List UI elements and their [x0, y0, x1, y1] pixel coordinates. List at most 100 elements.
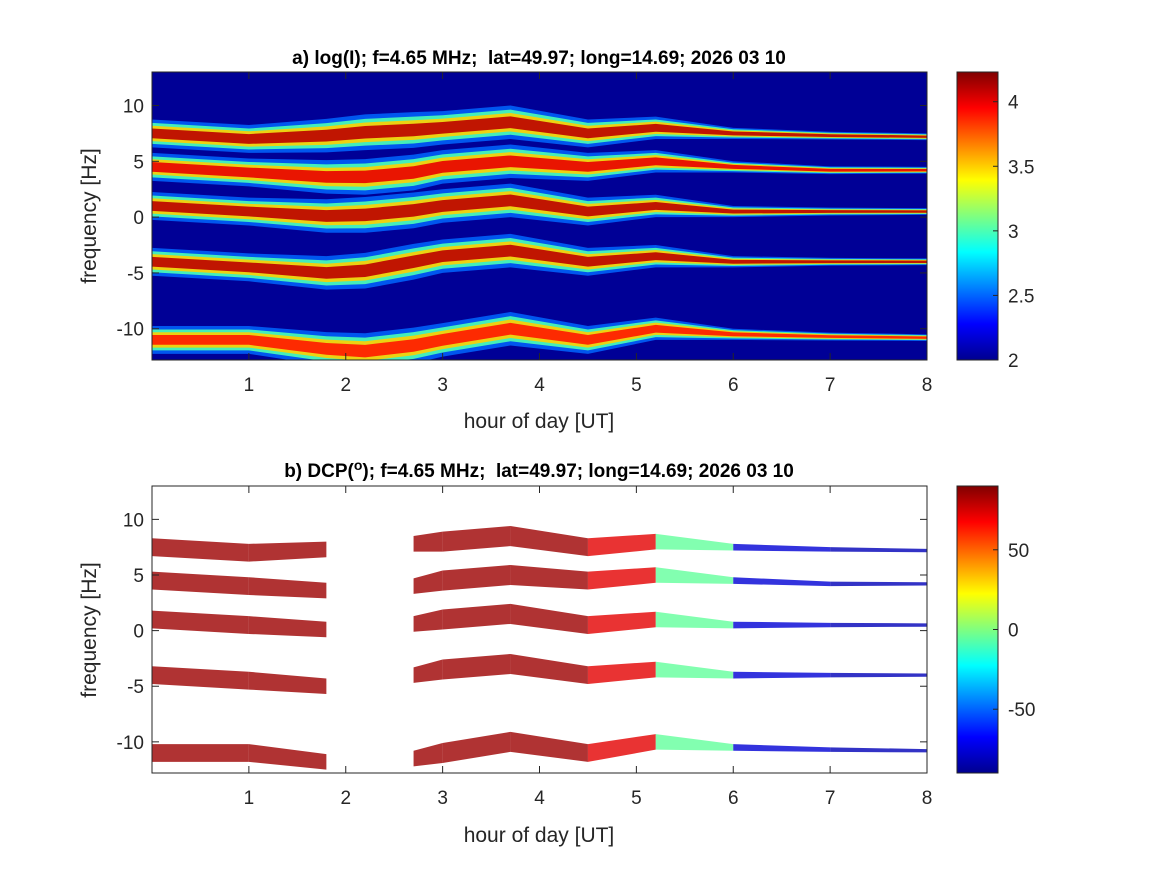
band-minus11hz-level-3 — [152, 322, 927, 358]
band-7hz-dcp-segment — [152, 538, 249, 562]
band-7hz-dcp-segment — [587, 533, 656, 557]
band-1hz-level-3 — [152, 194, 927, 222]
band-minus4hz-dcp-segment — [830, 672, 927, 678]
x-tick-label: 6 — [728, 788, 739, 809]
panel-b-title-prefix: b) DCP( — [284, 461, 354, 482]
band-minus4hz-dcp-segment — [587, 661, 656, 685]
panel-a-colorbar — [956, 71, 999, 361]
x-tick-label: 4 — [534, 375, 545, 396]
x-tick-label: 3 — [437, 788, 448, 809]
x-tick-label: 8 — [922, 375, 933, 396]
x-tick-label: 5 — [631, 375, 642, 396]
band-1hz-dcp-segment — [413, 609, 443, 632]
panel-b-colorbar — [956, 485, 999, 774]
y-tick-label: 5 — [133, 566, 144, 587]
band-minus4hz-dcp-segment — [248, 671, 327, 695]
y-tick-label: 5 — [133, 152, 144, 173]
panel-b-ylabel: frequency [Hz] — [78, 562, 101, 697]
band-minus4hz-level-3 — [152, 244, 927, 279]
panel-b-title-suffix: ); f=4.65 MHz; lat=49.97; long=14.69; 20… — [362, 461, 793, 482]
band-minus4hz-dcp-segment — [655, 661, 734, 679]
band-minus4hz-dcp-segment — [413, 659, 443, 683]
panel-b-colorbar-ticks: 50 0 -50 — [993, 541, 1035, 721]
colorbar-tick-label: 2.5 — [1008, 286, 1034, 307]
band-4hz-dcp-segment — [510, 564, 588, 590]
y-tick-label: -5 — [127, 677, 144, 698]
panel-b-title-degree: o — [354, 457, 363, 473]
panel-a: a) log(I); f=4.65 MHz; lat=49.97; long=1… — [78, 48, 1034, 433]
band-minus11hz-dcp-segment — [442, 731, 511, 763]
x-tick-label: 3 — [437, 375, 448, 396]
panel-b-title: b) DCP(o); f=4.65 MHz; lat=49.97; long=1… — [284, 457, 794, 482]
panel-b: b) DCP(o); f=4.65 MHz; lat=49.97; long=1… — [78, 457, 1035, 847]
band-minus4hz-dcp-segment — [510, 653, 588, 685]
band-7hz-dcp-segment — [655, 533, 734, 551]
band-4hz-dcp-segment — [830, 581, 927, 587]
band-1hz-dcp-segment — [248, 616, 327, 638]
band-7hz-dcp-segment — [248, 541, 327, 562]
band-minus11hz-dcp-segment — [830, 747, 927, 753]
x-tick-label: 4 — [534, 788, 545, 809]
band-4hz-dcp-segment — [442, 564, 511, 591]
y-tick-label: -10 — [117, 733, 144, 754]
band-1hz-dcp-segment — [442, 603, 511, 630]
y-tick-label: -10 — [117, 320, 144, 341]
x-tick-label: 1 — [244, 375, 255, 396]
panel-a-axes: 1 2 3 4 5 6 7 8 10 5 0 -5 -10 — [117, 71, 933, 396]
colorbar-tick-label: 3.5 — [1008, 157, 1034, 178]
band-4hz-dcp-segment — [587, 567, 656, 590]
colorbar-tick-label: 0 — [1008, 621, 1019, 642]
band-1hz-dcp-segment — [587, 611, 656, 634]
x-tick-label: 1 — [244, 788, 255, 809]
band-1hz-dcp-segment — [830, 622, 927, 628]
x-tick-label: 5 — [631, 788, 642, 809]
band-minus11hz-dcp-segment — [413, 742, 443, 767]
band-7hz-dcp-segment — [442, 526, 511, 552]
band-minus11hz-dcp-segment — [655, 734, 734, 751]
band-minus4hz-dcp-segment — [733, 671, 831, 679]
heatmap-layer — [152, 72, 927, 360]
colorbar-tick-label: 50 — [1008, 541, 1029, 562]
band-7hz-level-3 — [152, 116, 927, 144]
band-minus11hz-dcp-segment — [510, 731, 588, 762]
y-tick-label: 0 — [133, 208, 144, 229]
panel-a-title: a) log(I); f=4.65 MHz; lat=49.97; long=1… — [292, 48, 786, 69]
band-minus4hz-dcp-segment — [152, 666, 249, 690]
colorbar-tick-label: 4 — [1008, 93, 1019, 114]
panel-a-xlabel: hour of day [UT] — [464, 410, 615, 433]
colorbar-tick-label: 3 — [1008, 222, 1019, 243]
x-tick-label: 8 — [922, 788, 933, 809]
panel-b-xlabel: hour of day [UT] — [464, 824, 615, 847]
band-7hz-dcp-segment — [733, 543, 831, 552]
colorbar-tick-label: -50 — [1008, 700, 1035, 721]
band-1hz-dcp-segment — [510, 603, 588, 634]
band-4hz-dcp-segment — [655, 567, 734, 584]
band-minus11hz-dcp-segment — [152, 744, 249, 762]
y-tick-label: 10 — [123, 510, 144, 531]
x-tick-label: 2 — [340, 375, 351, 396]
band-minus11hz-dcp-segment — [248, 744, 327, 770]
band-1hz-dcp-segment — [655, 611, 734, 629]
y-tick-label: 10 — [123, 96, 144, 117]
band-4hz-dcp-segment — [733, 577, 831, 587]
y-tick-label: 0 — [133, 622, 144, 643]
panel-b-axes: 1 2 3 4 5 6 7 8 10 5 0 -5 -10 — [117, 485, 933, 809]
band-7hz-dcp-segment — [830, 547, 927, 553]
heatmap-layer — [152, 486, 927, 773]
x-tick-label: 7 — [825, 375, 836, 396]
band-1hz-dcp-segment — [733, 621, 831, 629]
y-tick-label: -5 — [127, 264, 144, 285]
panel-b-plot-area — [152, 486, 927, 773]
x-tick-label: 7 — [825, 788, 836, 809]
band-4hz-dcp-segment — [152, 571, 249, 596]
x-tick-label: 6 — [728, 375, 739, 396]
band-4hz-dcp-segment — [413, 570, 443, 594]
band-1hz-dcp-segment — [152, 610, 249, 634]
band-minus11hz-dcp-segment — [587, 734, 656, 762]
band-minus4hz-dcp-segment — [442, 653, 511, 680]
band-7hz-dcp-segment — [510, 526, 588, 557]
band-4hz-dcp-segment — [248, 577, 327, 599]
panel-a-colorbar-ticks: 4 3.5 3 2.5 2 — [993, 93, 1034, 372]
band-4hz-level-3 — [152, 155, 927, 184]
